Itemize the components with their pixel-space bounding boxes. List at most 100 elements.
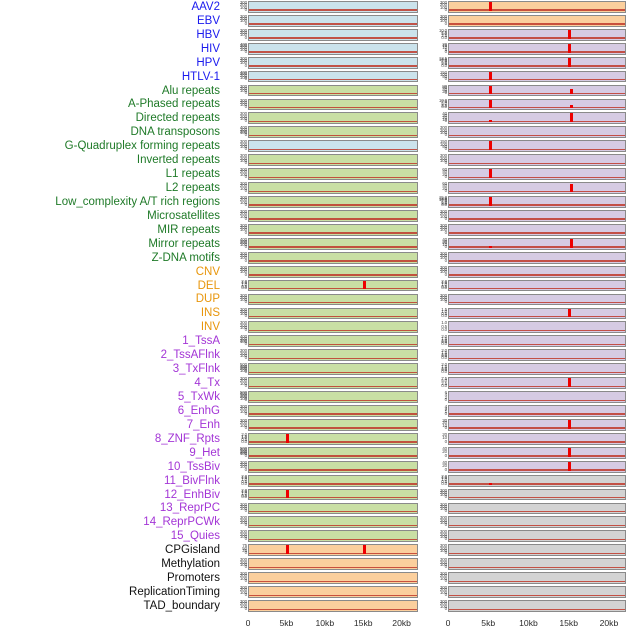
- y-tick-label: 0: [244, 550, 248, 556]
- y-tick-label: 0.5: [441, 478, 447, 484]
- data-peak: [569, 184, 573, 192]
- y-tick-label: 100: [239, 603, 247, 609]
- y-tick-label: 20: [442, 240, 447, 246]
- y-tick-label: 200: [239, 573, 247, 579]
- y-tick-label: 100: [239, 339, 247, 345]
- y-tick-label: 0.0: [441, 327, 447, 333]
- y-tick-label: 100: [439, 506, 447, 512]
- y-tick-label: 0.0: [441, 62, 447, 68]
- y-axis-ticks: 60 40 20 0: [426, 168, 448, 180]
- y-tick-label: 0.0: [241, 480, 247, 486]
- y-tick-label: 20: [442, 420, 447, 426]
- y-tick-label: 10: [442, 45, 447, 51]
- y-tick-label: 10.0: [438, 197, 447, 203]
- track-left: 300 200 100 0: [226, 404, 418, 417]
- track-baseline: [449, 510, 625, 513]
- track-left: 300 200 100 0: [226, 181, 418, 194]
- x-tick-label: 10kb: [315, 618, 335, 628]
- track-label: 13_ReprPC: [159, 502, 220, 515]
- y-tick-label: 2.0: [441, 473, 447, 479]
- y-tick-label: 7.5: [441, 198, 447, 204]
- y-tick-label: 1.0: [441, 320, 447, 326]
- y-tick-label: 100: [439, 547, 447, 553]
- track-baseline: [249, 176, 417, 178]
- y-tick-label: 300: [439, 557, 447, 563]
- track-left: 300 200 100 0: [226, 586, 418, 598]
- y-axis-ticks: 40 30 20 10 0: [426, 237, 448, 250]
- track-baseline: [449, 538, 625, 541]
- track-plot-area: [248, 140, 418, 153]
- track-right: 60 40 20 0: [426, 181, 626, 194]
- track-right: 300 200 100 0: [426, 572, 626, 585]
- y-tick-label: 100: [439, 255, 447, 261]
- y-tick-label: 0.0: [441, 480, 447, 486]
- track-plot-area: [448, 335, 626, 348]
- track-left: 300 200 100 0: [226, 209, 418, 222]
- y-tick-label: 0: [444, 396, 448, 402]
- y-tick-label: 150: [439, 139, 447, 145]
- y-tick-label: 40: [442, 445, 447, 451]
- track-left: 300 200 100 0: [226, 599, 418, 612]
- y-tick-label: 400: [239, 447, 247, 453]
- track-label: Low_complexity A/T rich regions: [55, 195, 220, 208]
- y-axis-ticks: 500 400 300 200 100 0: [226, 390, 248, 403]
- track-right: 80 60 40 20 0: [426, 84, 626, 97]
- track-plot-area: [448, 98, 626, 111]
- y-tick-label: 300: [439, 599, 447, 605]
- track-baseline: [449, 274, 625, 276]
- track-plot-area: [248, 363, 418, 376]
- y-tick-label: 100: [239, 561, 247, 567]
- track-plot-area: [448, 279, 626, 292]
- y-axis-ticks: 300 200 100 0: [226, 27, 248, 41]
- y-tick-label: 200: [439, 16, 447, 22]
- track-baseline: [249, 329, 417, 332]
- y-tick-label: 40: [442, 183, 447, 189]
- y-tick-label: 200: [239, 503, 247, 509]
- track-plot-area: [248, 98, 418, 111]
- y-tick-label: 200: [239, 462, 247, 468]
- track-baseline: [249, 37, 417, 39]
- y-tick-label: 1.5: [241, 280, 247, 286]
- y-tick-label: 0: [444, 118, 448, 124]
- y-tick-label: 60: [442, 181, 447, 187]
- track-plot-area: [248, 530, 418, 543]
- y-axis-ticks: 2.0 1.5 1.0 0.5 0.0: [226, 432, 248, 445]
- y-tick-label: 100: [239, 88, 247, 94]
- y-tick-label: 200: [239, 197, 247, 203]
- y-axis-ticks: 2.0 1.5 1.0 0.5 0.0: [226, 488, 248, 501]
- track-plot-area: [248, 446, 418, 459]
- y-axis-ticks: 20 10 0: [426, 432, 448, 445]
- track-label: 15_Quies: [170, 530, 220, 543]
- y-tick-label: 0: [444, 174, 448, 179]
- y-tick-label: 0: [444, 90, 448, 96]
- track-baseline: [249, 120, 417, 123]
- track-plot-area: [448, 349, 626, 362]
- track-label: 2_TssAFlnk: [160, 349, 220, 362]
- y-axis-ticks: 2.0 1.5 1.0 0.5 0.0: [426, 349, 448, 361]
- track-label: Directed repeats: [135, 112, 220, 125]
- track-baseline: [249, 232, 417, 234]
- y-tick-label: 100: [239, 520, 247, 526]
- y-tick-label: 300: [239, 529, 247, 535]
- data-peak: [489, 99, 493, 109]
- y-tick-label: 300: [239, 27, 247, 33]
- y-axis-ticks: 300 200 100 0: [226, 265, 248, 278]
- track-baseline: [249, 357, 417, 360]
- y-tick-label: 400: [239, 363, 247, 369]
- y-tick-label: 0: [444, 536, 448, 542]
- y-axis-ticks: 40 20 0: [426, 445, 448, 459]
- y-tick-label: 10: [442, 116, 447, 122]
- track-label: L2 repeats: [165, 182, 220, 195]
- y-tick-label: 15: [442, 43, 447, 49]
- track-plot-area: [448, 56, 626, 69]
- y-tick-label: 200: [239, 155, 247, 161]
- track-left: 300 200 100 0: [226, 195, 418, 208]
- y-tick-label: 100: [239, 32, 247, 38]
- y-tick-label: 2.0: [241, 278, 247, 284]
- track-plot-area: [448, 126, 626, 139]
- y-tick-label: 300: [439, 529, 447, 535]
- y-tick-label: 100: [439, 141, 447, 147]
- y-tick-label: 100: [239, 575, 247, 581]
- y-axis-ticks: 10.0 7.5 5.0 2.5 0.0: [426, 98, 448, 111]
